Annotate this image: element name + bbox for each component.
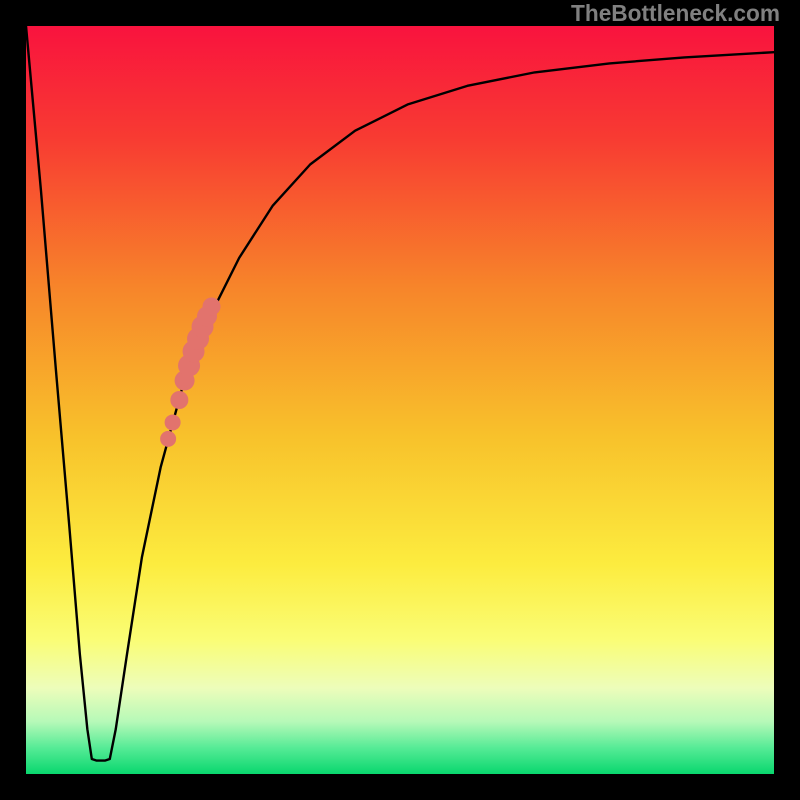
marker-point	[160, 431, 176, 447]
frame-border	[0, 774, 800, 800]
chart-container: TheBottleneck.com	[0, 0, 800, 800]
plot-background	[26, 26, 774, 774]
frame-border	[0, 0, 26, 800]
marker-point	[203, 298, 221, 316]
attribution-text: TheBottleneck.com	[571, 0, 780, 27]
frame-border	[774, 0, 800, 800]
marker-point	[165, 414, 181, 430]
marker-point	[170, 391, 188, 409]
chart-svg	[0, 0, 800, 800]
